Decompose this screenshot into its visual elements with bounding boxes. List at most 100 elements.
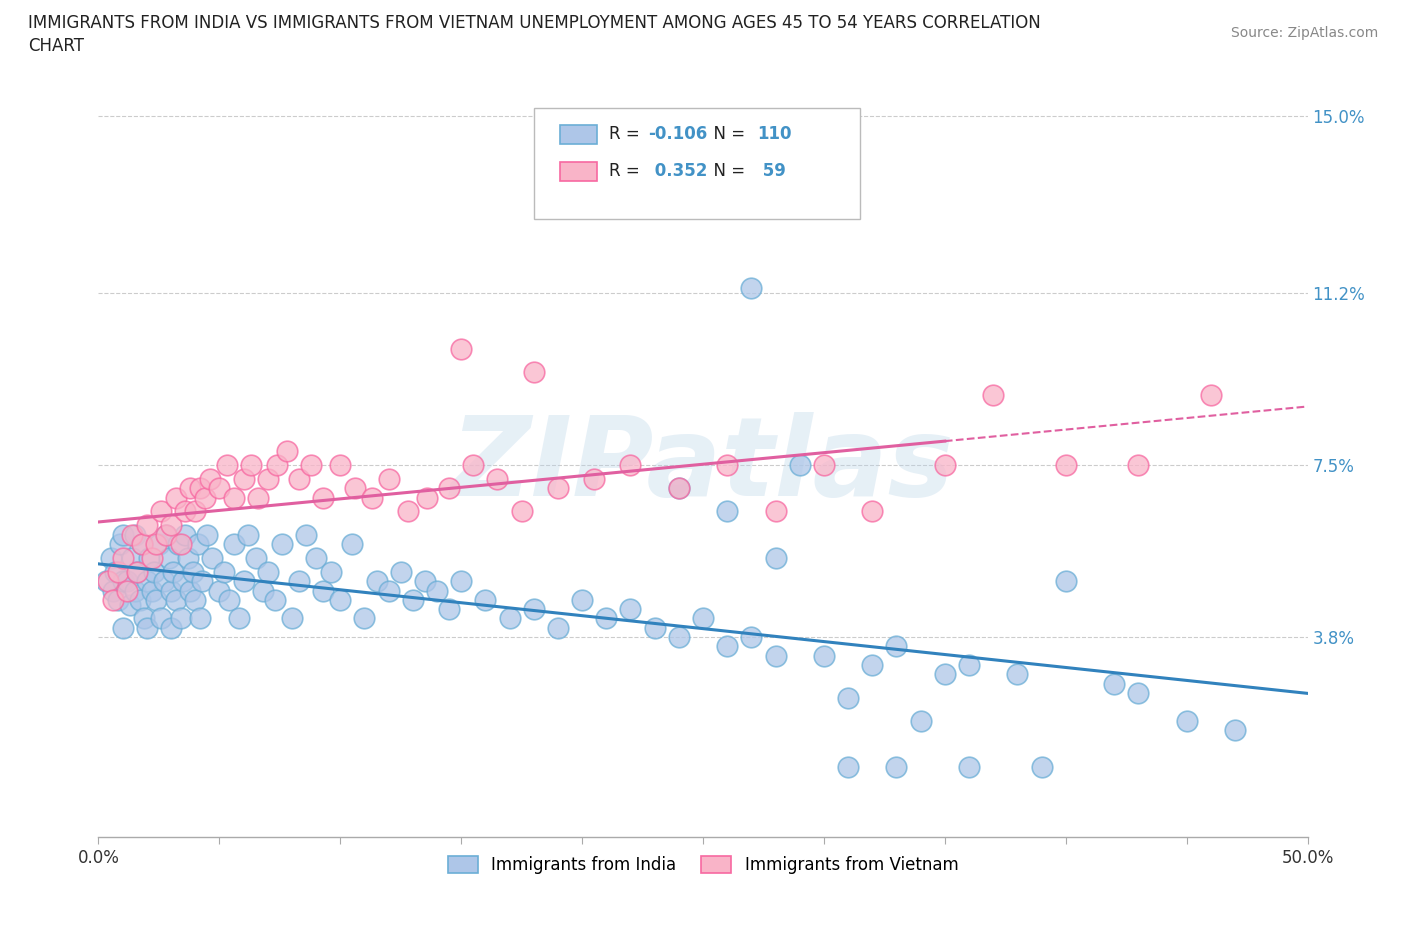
Point [716,639,738,654]
Point [97,574,120,589]
Point [1175,713,1198,728]
Point [152,574,174,589]
Point [155,527,177,542]
Point [111,574,134,589]
Point [1031,760,1053,775]
Point [765,504,787,519]
Point [295,527,318,542]
Point [121,551,143,565]
Point [716,458,738,472]
Point [172,574,194,589]
Point [343,481,366,496]
Point [198,472,221,486]
Point [583,472,606,486]
Point [184,504,207,519]
Point [668,481,690,496]
Point [177,551,200,565]
Point [135,518,157,533]
Point [450,574,472,589]
Point [188,481,211,496]
Point [135,574,157,589]
Point [288,472,311,486]
Point [740,281,762,296]
Point [212,565,235,579]
Point [360,490,382,505]
Point [117,574,139,589]
Point [169,611,191,626]
Point [619,458,641,472]
Point [160,620,183,635]
Point [174,527,197,542]
Point [1054,458,1077,472]
Point [150,504,173,519]
Point [353,611,375,626]
Point [218,592,240,607]
Point [342,537,364,551]
Point [121,527,143,542]
Point [107,565,129,579]
Point [312,583,335,598]
Text: 59: 59 [758,162,786,180]
Point [238,527,260,542]
Point [416,490,439,505]
Point [148,537,170,551]
Point [264,592,287,607]
Point [94,574,117,589]
Point [571,592,593,607]
Point [239,458,262,472]
Text: Source: ZipAtlas.com: Source: ZipAtlas.com [1230,26,1378,40]
Point [141,551,163,565]
Point [145,537,167,551]
Point [222,490,245,505]
Text: N =: N = [703,162,751,180]
Point [143,565,166,579]
Point [160,518,183,533]
Point [107,592,129,607]
Point [124,583,146,598]
Point [165,490,187,505]
Point [402,592,425,607]
Point [1102,676,1125,691]
FancyBboxPatch shape [561,125,596,143]
Point [162,565,184,579]
Point [1223,723,1246,737]
Point [232,472,254,486]
Point [299,458,322,472]
Point [312,490,335,505]
Point [837,760,859,775]
Point [187,537,209,551]
Point [247,490,270,505]
Point [765,551,787,565]
Point [174,504,197,519]
Point [108,537,131,551]
Point [886,639,908,654]
Point [131,537,153,551]
Point [498,611,520,626]
Point [276,444,298,458]
Point [100,551,122,565]
Point [934,667,956,682]
Point [188,611,211,626]
Point [523,365,546,379]
Point [934,458,956,472]
Point [377,472,399,486]
Point [486,472,509,486]
Point [157,551,180,565]
Point [305,551,328,565]
Text: ZIPatlas: ZIPatlas [451,411,955,519]
Point [837,690,859,705]
Point [789,458,811,472]
Point [256,565,278,579]
Point [127,565,149,579]
Point [474,592,496,607]
Point [1007,667,1029,682]
Point [215,458,238,472]
Point [150,611,173,626]
Point [131,537,153,551]
Text: -0.106: -0.106 [648,125,707,143]
Point [155,527,177,542]
Point [165,592,187,607]
Point [389,565,412,579]
Point [366,574,388,589]
Point [111,551,134,565]
